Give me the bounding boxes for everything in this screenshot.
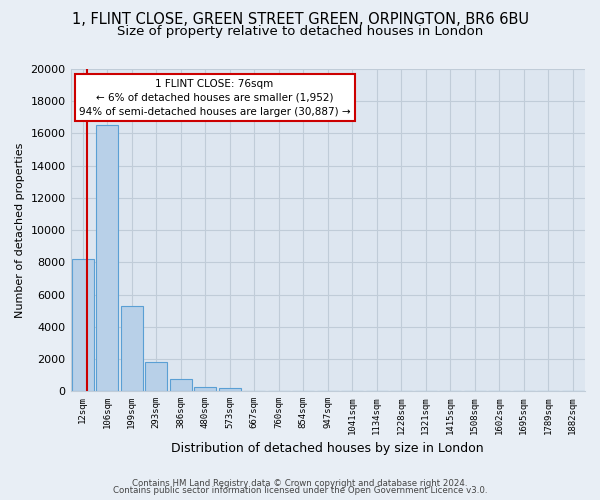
Text: 1 FLINT CLOSE: 76sqm
← 6% of detached houses are smaller (1,952)
94% of semi-det: 1 FLINT CLOSE: 76sqm ← 6% of detached ho… [79, 78, 350, 116]
Bar [194, 387, 217, 391]
Bar [72, 259, 94, 391]
Y-axis label: Number of detached properties: Number of detached properties [15, 142, 25, 318]
Bar [170, 379, 192, 391]
Text: Contains public sector information licensed under the Open Government Licence v3: Contains public sector information licen… [113, 486, 487, 495]
Text: Contains HM Land Registry data © Crown copyright and database right 2024.: Contains HM Land Registry data © Crown c… [132, 478, 468, 488]
Text: 1, FLINT CLOSE, GREEN STREET GREEN, ORPINGTON, BR6 6BU: 1, FLINT CLOSE, GREEN STREET GREEN, ORPI… [71, 12, 529, 28]
Bar [145, 362, 167, 391]
Bar [96, 126, 118, 391]
X-axis label: Distribution of detached houses by size in London: Distribution of detached houses by size … [172, 442, 484, 455]
Bar [121, 306, 143, 391]
Text: Size of property relative to detached houses in London: Size of property relative to detached ho… [117, 25, 483, 38]
Bar [219, 388, 241, 391]
